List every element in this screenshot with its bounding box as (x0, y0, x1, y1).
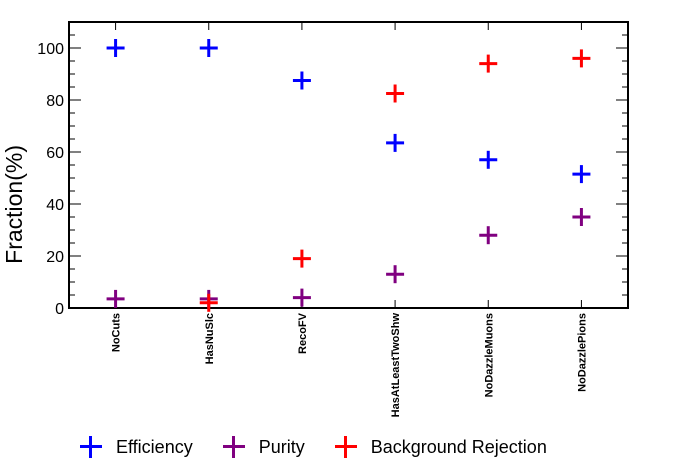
category-labels: NoCuts HasNuSlc RecoFV HasAtLeastTwoShw NoDa… (111, 312, 589, 417)
category-label: RecoFV (297, 312, 309, 354)
y-tick-label: 20 (46, 249, 64, 266)
data-point (479, 54, 498, 73)
y-tick-label: 80 (46, 93, 64, 110)
data-point (572, 49, 591, 68)
data-point (386, 133, 405, 152)
category-label: NoDazzleMuons (483, 313, 495, 397)
tick-marks (69, 21, 628, 309)
data-point (199, 39, 218, 57)
legend-label: Background Rejection (370, 436, 547, 457)
data-point (199, 293, 218, 312)
legend-plus-icon (334, 436, 357, 458)
legend-item: Efficiency (80, 436, 193, 458)
category-label: HasNuSlc (204, 313, 216, 364)
legend-item: Background Rejection (334, 436, 547, 458)
category-label: HasAtLeastTwoShw (390, 313, 402, 418)
data-marks (106, 39, 591, 312)
legend-plus-icon (222, 436, 245, 458)
data-point (292, 71, 311, 90)
y-tick-label: 0 (55, 301, 64, 318)
data-point (572, 208, 591, 226)
data-point (386, 265, 405, 284)
y-tick-labels: 0 20 40 60 80 100 (37, 41, 64, 318)
y-tick-label: 100 (37, 41, 64, 58)
data-point (292, 288, 311, 307)
data-point (106, 289, 125, 308)
category-label: NoCuts (111, 313, 123, 352)
legend-plus-icon (80, 436, 102, 458)
plot-axes (68, 21, 629, 309)
data-point (479, 226, 498, 245)
y-axis-title: Fraction(%) (1, 145, 27, 264)
category-label: NoDazzlePions (576, 313, 588, 392)
legend: Efficiency Purity Background Rejection (80, 432, 577, 462)
legend-item: Purity (222, 436, 305, 458)
data-point (292, 249, 311, 268)
data-point (572, 165, 591, 184)
legend-label: Purity (258, 436, 305, 457)
data-point (386, 84, 405, 103)
y-tick-label: 60 (46, 145, 64, 162)
legend-label: Efficiency (116, 436, 193, 457)
data-point (479, 150, 498, 169)
data-point (106, 39, 125, 57)
y-tick-label: 40 (46, 197, 64, 214)
plot-frame (68, 21, 629, 309)
